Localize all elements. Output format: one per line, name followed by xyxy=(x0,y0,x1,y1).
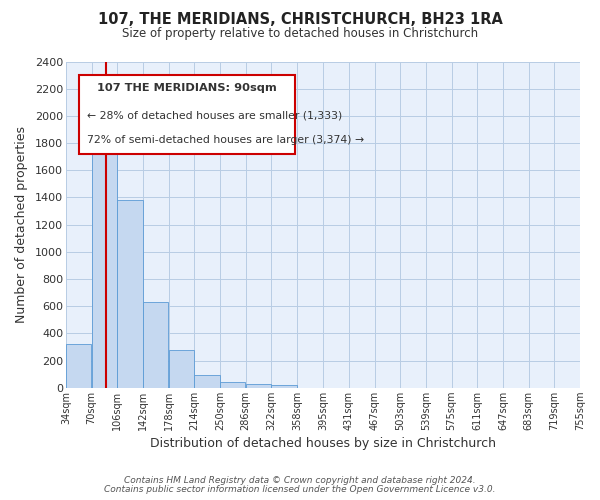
Bar xyxy=(66,344,91,388)
Text: Contains public sector information licensed under the Open Government Licence v3: Contains public sector information licen… xyxy=(104,484,496,494)
Bar xyxy=(169,350,194,388)
Y-axis label: Number of detached properties: Number of detached properties xyxy=(15,126,28,323)
Bar xyxy=(246,384,271,388)
Bar xyxy=(143,302,169,388)
Text: 107 THE MERIDIANS: 90sqm: 107 THE MERIDIANS: 90sqm xyxy=(97,82,277,92)
Text: 72% of semi-detached houses are larger (3,374) →: 72% of semi-detached houses are larger (… xyxy=(86,135,364,145)
Bar xyxy=(92,122,117,388)
X-axis label: Distribution of detached houses by size in Christchurch: Distribution of detached houses by size … xyxy=(150,437,496,450)
Text: Size of property relative to detached houses in Christchurch: Size of property relative to detached ho… xyxy=(122,28,478,40)
Bar xyxy=(118,200,143,388)
Bar xyxy=(194,375,220,388)
Text: Contains HM Land Registry data © Crown copyright and database right 2024.: Contains HM Land Registry data © Crown c… xyxy=(124,476,476,485)
Text: 107, THE MERIDIANS, CHRISTCHURCH, BH23 1RA: 107, THE MERIDIANS, CHRISTCHURCH, BH23 1… xyxy=(98,12,502,28)
Bar xyxy=(271,385,297,388)
Bar xyxy=(220,382,245,388)
Text: ← 28% of detached houses are smaller (1,333): ← 28% of detached houses are smaller (1,… xyxy=(86,110,342,120)
FancyBboxPatch shape xyxy=(79,74,295,154)
